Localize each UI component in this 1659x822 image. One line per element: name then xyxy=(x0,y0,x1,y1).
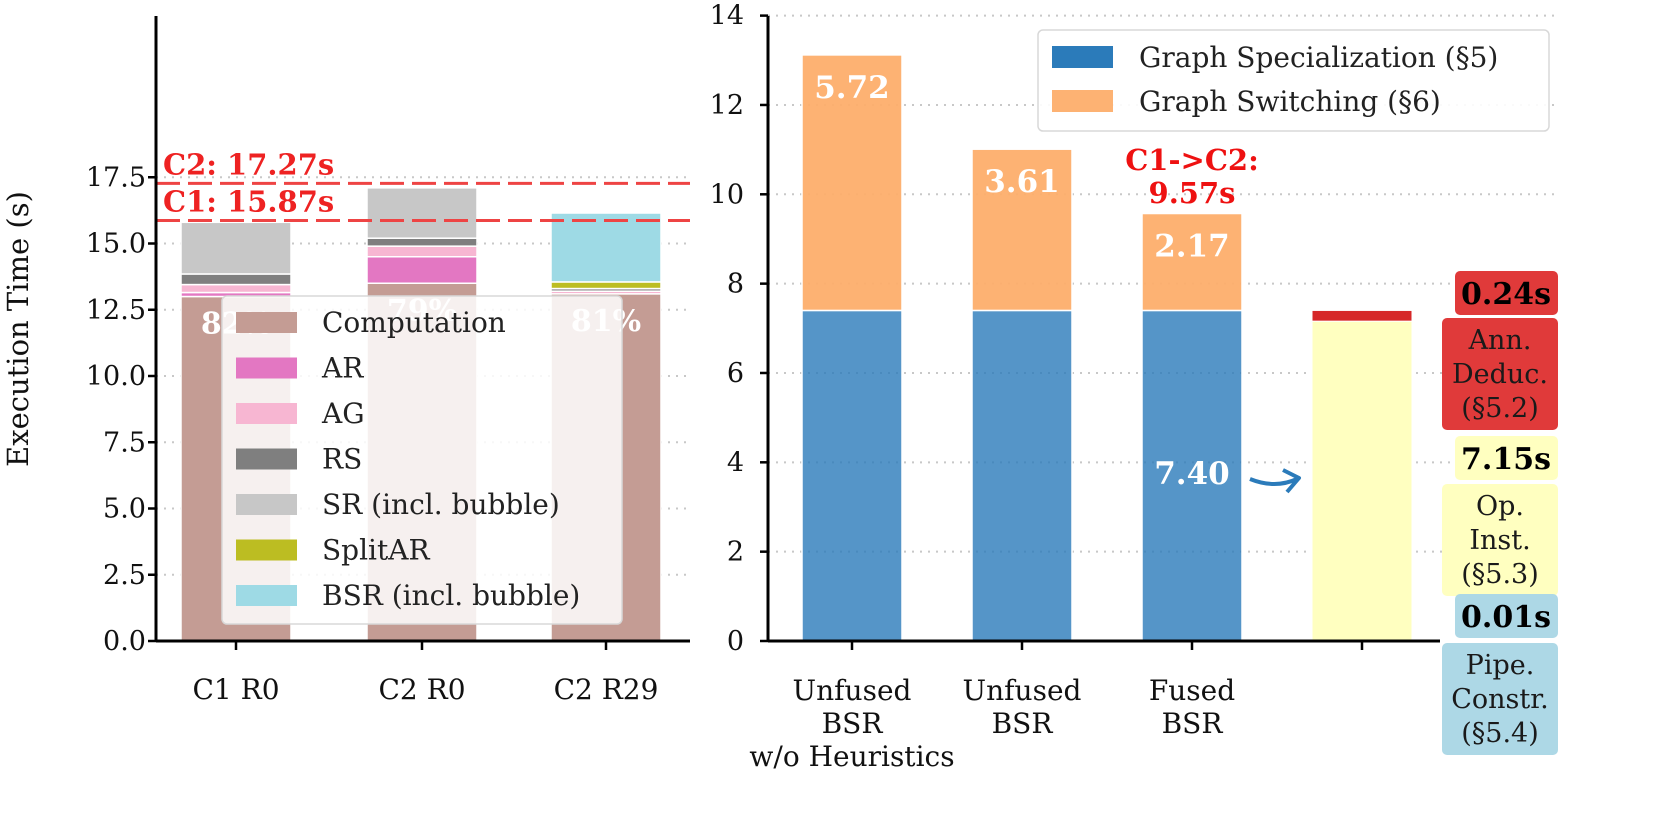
switching-value-label: 3.61 xyxy=(984,164,1060,200)
legend-swatch xyxy=(236,312,297,333)
graph-switching-bar xyxy=(801,54,903,312)
breakdown-value-label: 0.24s xyxy=(1461,277,1551,312)
left-y-tick-label: 5.0 xyxy=(103,494,146,525)
left-x-tick-label: C1 R0 xyxy=(192,673,279,706)
breakdown-value-label: 0.01s xyxy=(1461,600,1551,635)
breakdown-name-line: (§5.3) xyxy=(1461,559,1539,590)
breakdown-name-box xyxy=(1442,484,1558,596)
left-y-tick-label: 15.0 xyxy=(86,229,146,260)
right-y-tick-label: 8 xyxy=(727,269,744,300)
bar-segment-bsr-incl-bubble- xyxy=(550,212,662,283)
breakdown-value-label: 7.15s xyxy=(1461,442,1551,477)
legend-swatch xyxy=(236,585,297,606)
breakdown-name-box xyxy=(1442,318,1558,430)
breakdown-name-line: (§5.4) xyxy=(1461,718,1539,749)
bar-segment-ar xyxy=(366,256,478,284)
switching-value-label: 2.17 xyxy=(1154,229,1230,265)
right-y-tick-label: 12 xyxy=(710,90,744,121)
legend-label: BSR (incl. bubble) xyxy=(322,579,580,612)
legend-swatch xyxy=(236,357,297,379)
switching-value-label: 5.72 xyxy=(814,70,890,106)
legend-label: SR (incl. bubble) xyxy=(322,488,560,521)
right-x-tick-label: BSR xyxy=(1162,707,1224,740)
breakdown-name-line: (§5.2) xyxy=(1461,393,1539,424)
breakdown-name-line: Constr. xyxy=(1451,684,1549,715)
right-y-tick-label: 6 xyxy=(727,358,744,389)
right-y-tick-label: 2 xyxy=(727,537,744,568)
breakdown-name-line: Deduc. xyxy=(1452,359,1548,390)
bar-segment-rs xyxy=(366,237,478,247)
legend-frame xyxy=(221,295,623,625)
right-y-tick-label: 14 xyxy=(710,1,744,32)
breakdown-name-box xyxy=(1442,643,1558,755)
specialization-value-label: 7.40 xyxy=(1154,456,1230,492)
left-y-tick-label: 10.0 xyxy=(86,361,146,392)
bar-segment-ag xyxy=(180,283,292,294)
reference-label: C1: 15.87s xyxy=(163,184,334,218)
arrow-head xyxy=(1282,468,1301,494)
legend-label: Computation xyxy=(322,306,506,339)
right-x-tick-label: Unfused xyxy=(963,674,1082,707)
breakdown-segment xyxy=(1311,309,1413,322)
arrow-line xyxy=(1249,477,1298,486)
left-x-tick-label: C2 R0 xyxy=(378,673,465,706)
left-x-tick-label: C2 R29 xyxy=(554,673,659,706)
bar-segment-rs xyxy=(180,273,292,286)
legend-swatch xyxy=(236,448,297,470)
graph-switching-bar xyxy=(1141,212,1243,312)
right-x-tick-label: BSR xyxy=(992,707,1054,740)
breakdown-value-box xyxy=(1455,271,1558,315)
breakdown-name-line: Inst. xyxy=(1469,525,1530,556)
right-y-tick-label: 10 xyxy=(710,179,744,210)
left-y-tick-label: 12.5 xyxy=(86,295,146,326)
left-y-axis-label: Execution Time (s) xyxy=(1,191,35,467)
graph-specialization-bar xyxy=(971,309,1073,642)
graph-specialization-bar xyxy=(801,309,903,642)
legend-frame xyxy=(1037,29,1550,132)
legend-label: RS xyxy=(322,443,362,476)
reference-label: C2: 17.27s xyxy=(163,147,334,181)
breakdown-name-line: Ann. xyxy=(1468,325,1532,356)
breakdown-name-line: Op. xyxy=(1476,491,1524,522)
legend-swatch xyxy=(236,494,297,515)
breakdown-name-line: Pipe. xyxy=(1466,650,1535,681)
annotation-line1: C1->C2: xyxy=(1125,143,1259,177)
left-legend: Computation AR AG RS SR (incl. bubble) SplitA… xyxy=(221,295,623,625)
legend-swatch xyxy=(1052,46,1113,68)
legend-label: Graph Switching (§6) xyxy=(1139,85,1441,118)
right-legend: Graph Specialization (§5) Graph Switching… xyxy=(1037,29,1550,132)
legend-swatch xyxy=(1052,90,1113,112)
legend-label: AG xyxy=(321,397,365,430)
annotation-line2: 9.57s xyxy=(1149,176,1236,210)
left-y-tick-label: 2.5 xyxy=(103,560,146,591)
right-x-tick-label: Unfused xyxy=(793,674,912,707)
breakdown-segment xyxy=(1311,320,1413,642)
left-y-tick-label: 0.0 xyxy=(103,626,146,657)
breakdown-value-box xyxy=(1455,594,1558,638)
right-x-tick-label: BSR xyxy=(822,707,884,740)
legend-label: Graph Specialization (§5) xyxy=(1139,41,1498,74)
right-y-tick-label: 0 xyxy=(727,626,744,657)
graph-specialization-bar xyxy=(1141,309,1243,642)
right-x-tick-label: w/o Heuristics xyxy=(749,740,954,773)
legend-label: AR xyxy=(321,352,364,385)
bar-segment-sr-incl-bubble- xyxy=(180,221,292,275)
left-y-tick-label: 17.5 xyxy=(86,162,146,193)
right-y-tick-label: 4 xyxy=(727,447,744,478)
bar-segment-sr-incl-bubble- xyxy=(366,187,478,239)
legend-swatch xyxy=(236,403,297,424)
legend-swatch xyxy=(236,539,297,561)
legend-label: SplitAR xyxy=(322,534,430,567)
left-y-tick-label: 7.5 xyxy=(103,427,146,458)
bar-segment-ag xyxy=(366,245,478,258)
graph-switching-bar xyxy=(971,148,1073,312)
right-x-tick-label: Fused xyxy=(1149,674,1235,707)
bar-segment-splitar xyxy=(550,281,662,290)
breakdown-value-box xyxy=(1455,436,1558,480)
